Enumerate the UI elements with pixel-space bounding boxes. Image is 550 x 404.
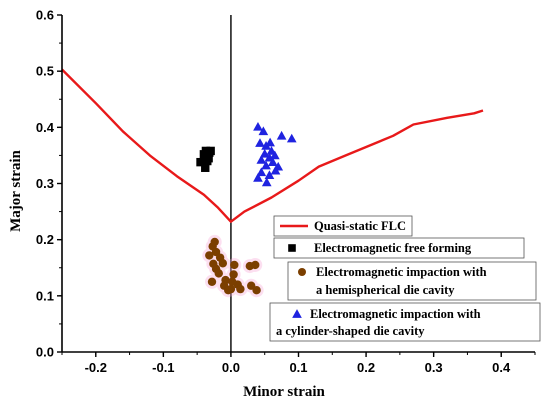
- legend-entry-box: [269, 302, 541, 342]
- data-point-square: [201, 163, 210, 172]
- legend-swatch-cylinder: [292, 309, 302, 318]
- data-point-circle: [207, 277, 217, 286]
- data-point-circle: [228, 277, 237, 286]
- data-point-triangle: [261, 177, 272, 187]
- y-tick-label: 0.2: [36, 232, 54, 247]
- legend-label-free-forming: Electromagnetic free forming: [314, 241, 472, 255]
- data-point-triangle: [270, 165, 281, 175]
- legend-entry-box: [273, 215, 413, 237]
- marks-layer: [61, 15, 484, 352]
- data-point-triangle: [265, 137, 275, 147]
- data-point-circle: [252, 286, 261, 295]
- data-point-triangle: [270, 150, 280, 160]
- data-point-triangle: [267, 157, 278, 167]
- data-point-circle: [214, 269, 223, 278]
- data-point-triangle: [253, 173, 263, 182]
- x-tick-label: 0.3: [425, 360, 443, 375]
- x-axis-title: Minor strain: [243, 384, 325, 400]
- legend-label-cylinder-2: a cylinder-shaped die cavity: [276, 324, 425, 338]
- data-point-triangle: [256, 155, 267, 164]
- x-tick-label: 0.0: [222, 360, 240, 375]
- data-point-triangle: [264, 170, 275, 179]
- legend-swatch-hemispherical: [298, 268, 306, 276]
- data-point-triangle: [259, 148, 270, 158]
- x-tick-label: -0.1: [152, 360, 174, 375]
- data-point-triangle: [286, 133, 297, 143]
- data-point-triangle: [253, 121, 263, 131]
- x-tick-label: 0.2: [357, 360, 375, 375]
- y-tick-label: 0.1: [36, 288, 54, 303]
- legend-label-flc: Quasi-static FLC: [314, 219, 406, 233]
- y-tick-label: 0.5: [36, 64, 54, 79]
- data-point-circle: [215, 253, 225, 262]
- data-point-circle: [230, 260, 239, 270]
- series-triangle: [253, 121, 297, 187]
- data-point-square: [204, 154, 213, 163]
- data-point-circle: [229, 270, 238, 279]
- y-tick-label: 0.0: [36, 345, 54, 360]
- legend-entry-box: [287, 261, 537, 301]
- data-point-triangle: [255, 138, 265, 147]
- y-axis-title: Major strain: [8, 149, 24, 231]
- data-point-triangle: [276, 130, 287, 140]
- legend-swatch-free-forming: [288, 244, 296, 252]
- data-point-square: [196, 157, 205, 167]
- y-tick-label: 0.6: [36, 8, 54, 23]
- data-point-triangle: [261, 160, 271, 170]
- data-point-circle: [205, 251, 214, 260]
- data-point-circle: [236, 284, 245, 294]
- series-square: [196, 146, 215, 172]
- flc-line: [61, 68, 484, 223]
- data-point-square: [206, 146, 215, 156]
- x-tick-label: 0.4: [492, 360, 511, 375]
- data-point-triangle: [258, 126, 269, 136]
- legend-label-hemispherical-2: a hemispherical die cavity: [316, 283, 455, 297]
- y-tick-label: 0.4: [36, 120, 55, 135]
- data-point-circle: [251, 260, 260, 270]
- data-point-triangle: [256, 167, 267, 177]
- legend-label-cylinder-1: Electromagnetic impaction with: [310, 307, 481, 321]
- legend: Quasi-static FLC Electromagnetic free for…: [269, 215, 541, 342]
- data-point-circle: [210, 237, 219, 247]
- y-tick-label: 0.3: [36, 176, 54, 191]
- legend-entry-box: [273, 237, 525, 259]
- series-circle: [205, 237, 261, 295]
- legend-label-hemispherical-1: Electromagnetic impaction with: [316, 265, 487, 279]
- data-point-circle: [226, 284, 236, 294]
- axes-layer: -0.2 -0.1 0.0 0.1 0.2 0.3 0.4 0.0 0.1 0.2 0.3 0.4 0.…: [36, 8, 536, 375]
- x-tick-label: 0.1: [289, 360, 307, 375]
- x-tick-label: -0.2: [85, 360, 107, 375]
